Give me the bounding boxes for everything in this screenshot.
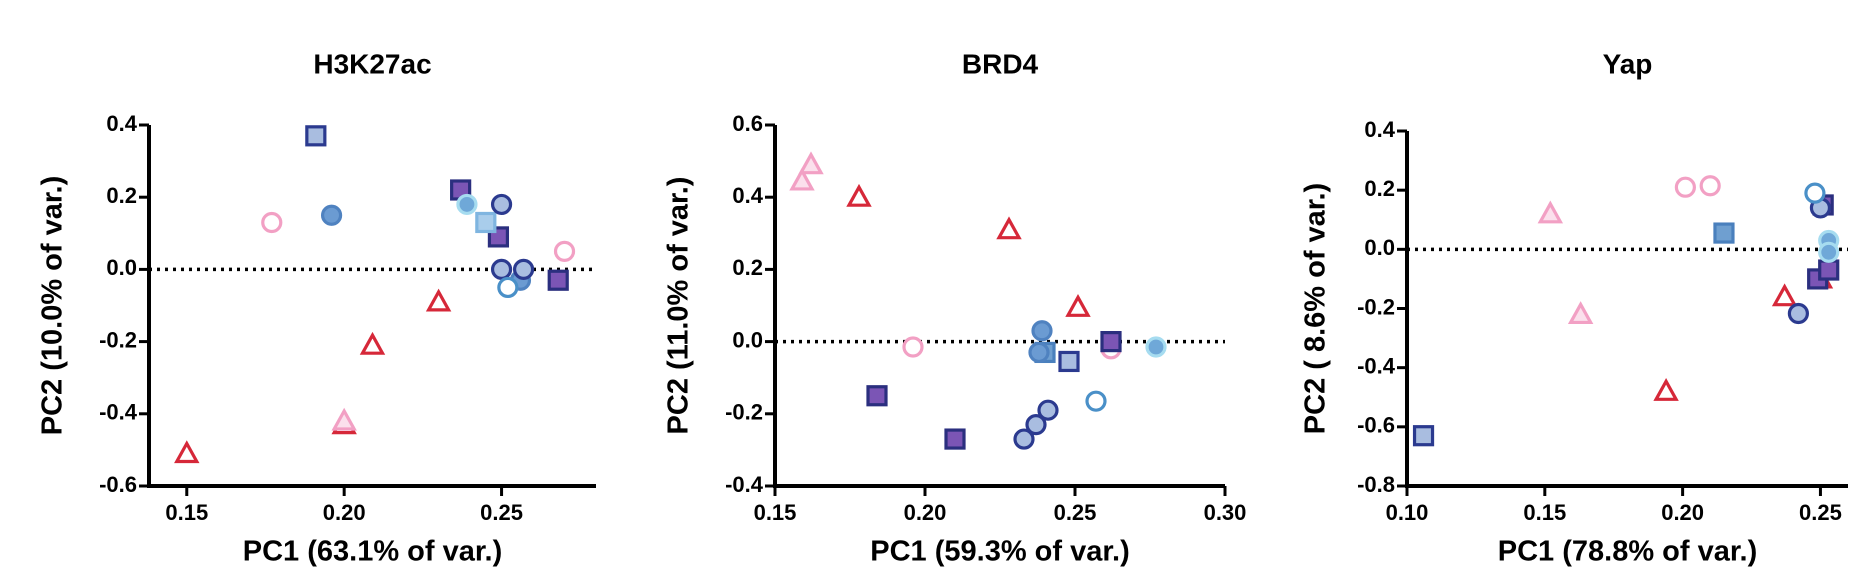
y-axis-label: PC2 ( 8.6% of var.)	[1300, 183, 1332, 434]
y-tick-label: -0.8	[1357, 472, 1395, 497]
y-tick-label: 0.4	[732, 183, 763, 208]
point	[475, 211, 497, 234]
y-tick-label: 0.0	[106, 255, 137, 280]
x-tick-label: 0.15	[165, 500, 208, 525]
y-tick-label: -0.6	[1357, 413, 1395, 438]
x-axis-label: PC1 (78.8% of var.)	[1498, 536, 1758, 568]
y-tick-label: 0.4	[106, 111, 137, 136]
point	[305, 125, 327, 147]
chart-title: BRD4	[962, 48, 1039, 79]
point	[497, 276, 519, 299]
point	[425, 288, 452, 312]
point	[789, 167, 815, 191]
point	[553, 240, 576, 262]
y-tick-label: -0.4	[99, 400, 138, 425]
point	[547, 269, 569, 291]
x-tick-label: 0.20	[904, 500, 947, 525]
point	[1065, 294, 1091, 317]
y-axis-label: PC2 (10.0% of var.)	[37, 176, 69, 436]
point	[1085, 390, 1107, 412]
point	[1567, 301, 1594, 325]
point	[456, 193, 478, 216]
y-tick-label: -0.2	[1357, 294, 1395, 319]
y-tick-label: -0.2	[99, 327, 137, 352]
x-axis-label: PC1 (59.3% of var.)	[870, 536, 1130, 568]
y-tick-label: 0.6	[732, 111, 763, 136]
point	[320, 204, 343, 226]
point	[902, 336, 924, 358]
y-tick-label: 0.0	[732, 327, 763, 352]
y-tick-label: 0.0	[1364, 235, 1395, 260]
x-tick-label: 0.20	[1661, 500, 1704, 525]
point	[490, 193, 513, 216]
point	[1818, 259, 1840, 281]
point	[1713, 222, 1735, 244]
y-tick-label: 0.2	[1364, 176, 1395, 201]
point	[1771, 283, 1798, 307]
x-tick-label: 0.30	[1204, 500, 1247, 525]
y-tick-label: 0.2	[106, 183, 137, 208]
point	[1031, 320, 1053, 342]
subplot: H3K27ac PC1 (63.1% of var.) PC2 (10.0% of …	[37, 48, 596, 568]
point	[1013, 428, 1035, 450]
point	[174, 440, 200, 464]
point	[1674, 176, 1696, 198]
x-tick-label: 0.25	[480, 500, 523, 525]
subplot: BRD4 PC1 (59.3% of var.) PC2 (11.0% of var…	[663, 48, 1247, 567]
x-axis-label: PC1 (63.1% of var.)	[243, 536, 503, 568]
point	[1537, 200, 1564, 224]
point	[1699, 175, 1721, 197]
y-tick-label: -0.4	[1357, 353, 1396, 378]
y-axis-label: PC2 (11.0% of var.)	[663, 177, 695, 435]
y-tick-label: 0.4	[1364, 117, 1395, 142]
point	[1028, 341, 1050, 364]
point	[846, 183, 872, 207]
point	[798, 151, 824, 175]
point	[1818, 241, 1840, 263]
point	[1037, 399, 1059, 421]
y-tick-label: -0.2	[725, 400, 763, 425]
point	[261, 211, 283, 234]
x-tick-label: 0.20	[323, 500, 366, 525]
y-tick-label: -0.6	[99, 472, 137, 497]
point	[1058, 350, 1080, 373]
point	[1653, 378, 1679, 401]
y-tick-label: -0.4	[725, 472, 764, 497]
point	[1145, 336, 1167, 358]
point	[1412, 425, 1435, 447]
x-tick-label: 0.25	[1799, 500, 1842, 525]
chart-title: Yap	[1603, 48, 1653, 79]
point	[512, 258, 535, 280]
point	[944, 428, 966, 450]
subplot: Yap PC1 (78.8% of var.) PC2 ( 8.6% of var.…	[1300, 48, 1848, 568]
point	[1787, 302, 1809, 325]
x-tick-label: 0.25	[1054, 500, 1097, 525]
x-tick-label: 0.15	[754, 500, 797, 525]
y-tick-label: 0.2	[732, 255, 763, 280]
x-tick-label: 0.15	[1523, 500, 1566, 525]
point	[331, 407, 357, 431]
point	[1804, 182, 1826, 204]
point	[996, 216, 1022, 240]
point	[1100, 331, 1122, 353]
point	[490, 258, 513, 280]
x-tick-label: 0.10	[1386, 500, 1429, 525]
point	[866, 385, 888, 407]
point	[359, 331, 386, 355]
point	[1025, 414, 1047, 436]
chart-title: H3K27ac	[313, 48, 431, 79]
